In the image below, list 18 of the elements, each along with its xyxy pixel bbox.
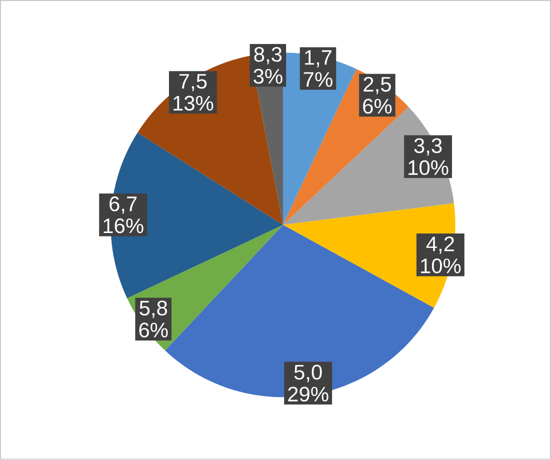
slice-label: 4,2: [426, 236, 454, 254]
slice-label: 5,0: [294, 364, 322, 382]
data-label: 7%: [304, 72, 332, 87]
slice-label: 8,3: [254, 47, 282, 64]
data-label: 3%: [254, 69, 282, 84]
data-label: 6%: [139, 322, 168, 338]
slice-label: 7,5: [179, 74, 207, 92]
slice-label: 6,7: [110, 196, 137, 214]
data-label: 10%: [421, 258, 461, 274]
slice-label: 3,3: [414, 138, 442, 156]
slice-label: 1,7: [305, 50, 332, 68]
data-label: 6%: [363, 98, 392, 114]
data-label: 29%: [288, 386, 328, 402]
slice-label: 5,8: [140, 300, 168, 318]
data-label: 16%: [104, 218, 144, 234]
slice-label: 2,5: [364, 76, 391, 94]
data-label: 10%: [408, 160, 448, 176]
data-label: 13%: [174, 96, 214, 111]
